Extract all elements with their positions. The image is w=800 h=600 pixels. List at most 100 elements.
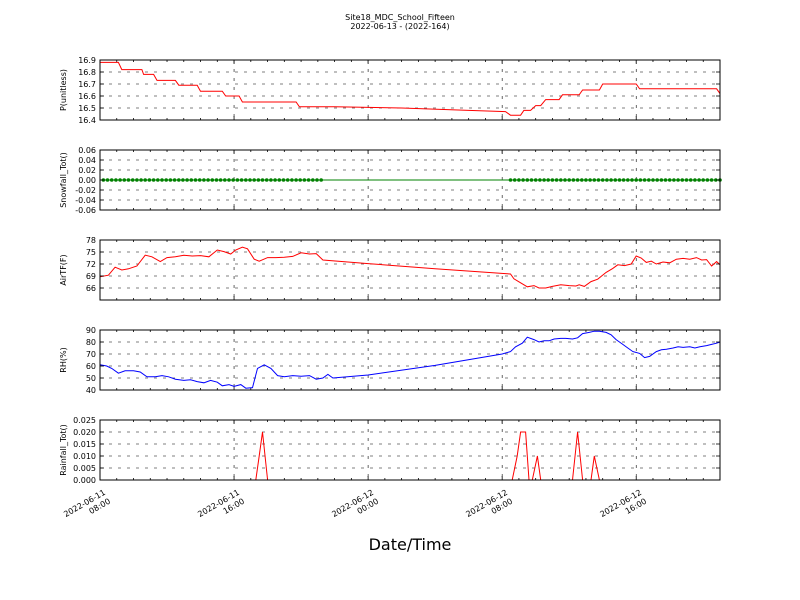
data-point xyxy=(197,178,202,182)
data-point xyxy=(218,178,223,182)
x-tick-label: 2022-06-1108:00 xyxy=(62,488,112,528)
y-tick-label: 0.025 xyxy=(73,416,96,425)
data-point xyxy=(512,178,517,182)
data-point xyxy=(168,178,173,182)
y-tick-label: 90 xyxy=(86,326,96,335)
panel-frame xyxy=(99,419,721,481)
panel-frame xyxy=(99,239,721,301)
data-point xyxy=(571,178,576,182)
data-point xyxy=(705,178,710,182)
data-point xyxy=(584,178,588,182)
y-tick-label: 16.4 xyxy=(78,116,96,125)
data-point xyxy=(626,178,630,182)
y-tick-label: 0.04 xyxy=(78,156,96,165)
data-point xyxy=(592,178,597,182)
panel-0: 16.4 16.5 16.6 16.7 16.8 16.9 P(unitless) xyxy=(59,56,721,125)
data-point xyxy=(684,178,689,182)
panel-1: -0.06-0.04-0.020.000.020.040.06 Snowfall_… xyxy=(59,146,722,215)
data-point xyxy=(588,178,592,182)
data-point xyxy=(634,178,638,182)
data-point xyxy=(517,178,521,182)
data-point xyxy=(151,178,156,182)
data-point xyxy=(139,178,143,182)
data-point xyxy=(298,178,303,182)
y-axis-label: P(unitless) xyxy=(59,69,68,111)
data-point xyxy=(655,178,659,182)
data-point xyxy=(693,178,697,182)
y-tick-label: 16.6 xyxy=(78,92,96,101)
y-tick-label: 0.06 xyxy=(78,146,96,155)
data-point xyxy=(177,178,181,182)
y-tick-label: 66 xyxy=(86,284,96,293)
data-point xyxy=(147,178,152,182)
data-point xyxy=(676,178,680,182)
data-point xyxy=(223,178,227,182)
y-tick-label: 75 xyxy=(86,248,96,257)
data-point xyxy=(143,178,147,182)
y-axis-label: Rainfall_Tot() xyxy=(59,424,68,476)
data-point xyxy=(311,178,315,182)
panel-2: 66 69 72 75 78 AirTF(F) xyxy=(59,236,721,301)
data-point xyxy=(181,178,185,182)
data-point xyxy=(285,178,290,182)
data-point xyxy=(122,178,127,182)
data-point xyxy=(630,178,634,182)
y-tick-label: 72 xyxy=(86,260,96,269)
y-tick-label: 40 xyxy=(86,386,96,395)
data-point xyxy=(546,178,550,182)
data-point xyxy=(651,178,655,182)
series-line-3 xyxy=(99,330,721,389)
data-point xyxy=(609,178,613,182)
data-point xyxy=(575,178,580,182)
data-point xyxy=(697,178,701,182)
panel-4: 0.000 0.005 0.010 0.015 0.020 0.025 Rainfall_T… xyxy=(59,416,721,485)
series-line-0 xyxy=(100,61,721,116)
data-point xyxy=(130,178,135,182)
data-point xyxy=(688,178,693,182)
y-tick-label: 0.020 xyxy=(73,428,96,437)
data-point xyxy=(659,178,664,182)
data-point xyxy=(294,178,298,182)
data-point xyxy=(302,178,307,182)
data-point xyxy=(214,178,219,182)
data-point xyxy=(525,178,530,182)
y-tick-label: 16.8 xyxy=(78,68,96,77)
y-tick-label: 0.010 xyxy=(73,452,96,461)
data-point xyxy=(596,178,601,182)
data-point xyxy=(680,178,685,182)
data-point xyxy=(319,178,324,182)
data-point xyxy=(315,178,319,182)
y-tick-label: 0.005 xyxy=(73,464,96,473)
data-point xyxy=(709,178,714,182)
data-point xyxy=(256,178,261,182)
panel-3: 40 50 60 70 80 90 RH(%) xyxy=(59,326,721,395)
y-tick-label: 0.000 xyxy=(73,476,96,485)
x-tick-label: 2022-06-1200:00 xyxy=(330,488,380,528)
data-point xyxy=(714,178,718,182)
y-tick-label: 80 xyxy=(86,338,96,347)
y-tick-label: 50 xyxy=(86,374,96,383)
y-tick-label: 0.015 xyxy=(73,440,96,449)
y-tick-label: 70 xyxy=(86,350,96,359)
data-point xyxy=(542,178,546,182)
data-point xyxy=(290,178,294,182)
data-point xyxy=(281,178,286,182)
data-point xyxy=(156,178,160,182)
chart-subtitle: 2022-06-13 - (2022-164) xyxy=(350,22,449,31)
data-point xyxy=(672,178,676,182)
data-point xyxy=(663,178,668,182)
data-point xyxy=(642,178,647,182)
data-point xyxy=(172,178,177,182)
y-tick-label: 78 xyxy=(86,236,96,245)
data-point xyxy=(248,178,252,182)
data-point xyxy=(269,178,273,182)
chart-title: Site18_MDC_School_Fifteen xyxy=(345,13,455,22)
data-point xyxy=(508,178,513,182)
panel-frame xyxy=(99,329,721,391)
data-point xyxy=(126,178,131,182)
data-point xyxy=(135,178,139,182)
data-point xyxy=(600,178,605,182)
data-point xyxy=(252,178,256,182)
data-point xyxy=(306,178,311,182)
